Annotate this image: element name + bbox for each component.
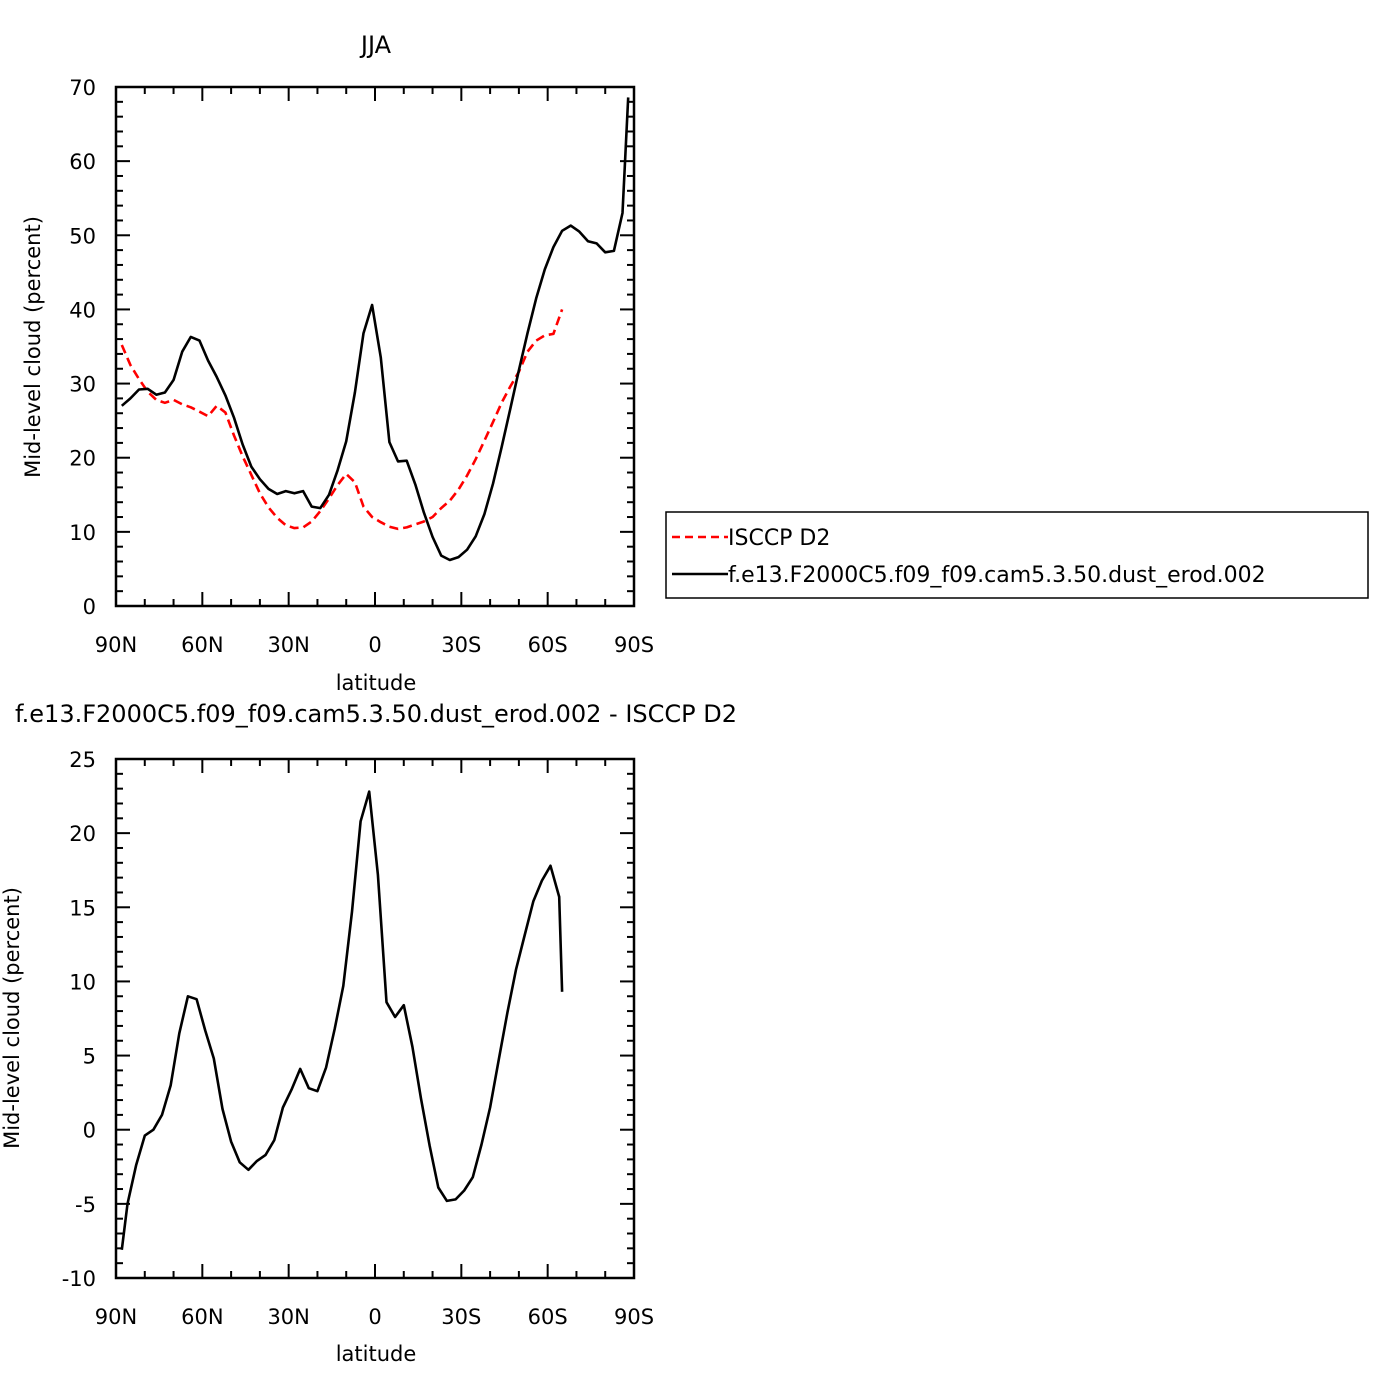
upper-y-tick-label: 70	[69, 76, 96, 100]
upper-y-tick-label: 40	[69, 298, 96, 322]
lower-y-tick-label: 20	[69, 822, 96, 846]
upper-plot-area: 90N 60N 30N 0 30S 60S 90S 0 10 20 30 40 50 60 70	[69, 76, 654, 657]
legend-label-isccp: ISCCP D2	[728, 526, 830, 551]
lower-panel: f.e13.F2000C5.f09_f09.cam5.3.50.dust_ero…	[0, 700, 737, 1366]
lower-x-tick-label: 90N	[95, 1305, 137, 1329]
lower-y-tick-label: 5	[83, 1045, 96, 1069]
upper-series-line-1	[120, 97, 630, 562]
upper-x-tick-label: 60N	[181, 633, 223, 657]
lower-y-tick-label: 15	[69, 896, 96, 920]
lower-chart-title: f.e13.F2000C5.f09_f09.cam5.3.50.dust_ero…	[15, 700, 737, 728]
upper-x-tick-label: 90S	[614, 633, 654, 657]
lower-y-axis-title: Mid-level cloud (percent)	[0, 887, 24, 1149]
upper-y-tick-label: 60	[69, 150, 96, 174]
lower-y-tick-label: 10	[69, 970, 96, 994]
upper-panel: JJA 90N 60N 30N 0 30S 60S 90S 0 10 20 30 40 50 60 70 l…	[21, 31, 654, 695]
upper-x-axis-title: latitude	[336, 671, 417, 695]
lower-x-tick-label: 60S	[528, 1305, 568, 1329]
lower-y-tick-label: 25	[69, 748, 96, 772]
lower-y-tick-label: -10	[62, 1267, 96, 1291]
lower-x-tick-label: 0	[368, 1305, 381, 1329]
upper-y-tick-label: 10	[69, 521, 96, 545]
upper-x-tick-label: 30S	[441, 633, 481, 657]
legend-label-model: f.e13.F2000C5.f09_f09.cam5.3.50.dust_ero…	[728, 563, 1266, 588]
upper-y-tick-label: 0	[83, 595, 96, 619]
upper-y-tick-label: 20	[69, 447, 96, 471]
legend: ISCCP D2 f.e13.F2000C5.f09_f09.cam5.3.50…	[665, 511, 1369, 599]
upper-plot-frame	[114, 85, 636, 608]
lower-x-axis-title: latitude	[336, 1342, 417, 1366]
lower-series-line-0	[120, 790, 564, 1250]
upper-chart-title: JJA	[359, 31, 392, 59]
upper-y-tick-label: 50	[69, 224, 96, 248]
lower-x-tick-label: 60N	[181, 1305, 223, 1329]
upper-x-tick-label: 30N	[267, 633, 309, 657]
lower-y-tick-label: 0	[83, 1119, 96, 1143]
upper-series-line-0	[120, 308, 564, 531]
upper-y-axis-title: Mid-level cloud (percent)	[21, 216, 45, 478]
lower-x-tick-label: 30N	[267, 1305, 309, 1329]
upper-x-tick-label: 60S	[528, 633, 568, 657]
upper-x-tick-label: 0	[368, 633, 381, 657]
legend-box	[665, 511, 1369, 599]
lower-x-tick-label: 90S	[614, 1305, 654, 1329]
upper-x-tick-label: 90N	[95, 633, 137, 657]
lower-plot-area: 90N 60N 30N 0 30S 60S 90S -10 -5 0 5 10 15 20 25	[62, 748, 654, 1329]
lower-x-tick-label: 30S	[441, 1305, 481, 1329]
lower-y-tick-label: -5	[75, 1193, 96, 1217]
upper-y-tick-label: 30	[69, 373, 96, 397]
